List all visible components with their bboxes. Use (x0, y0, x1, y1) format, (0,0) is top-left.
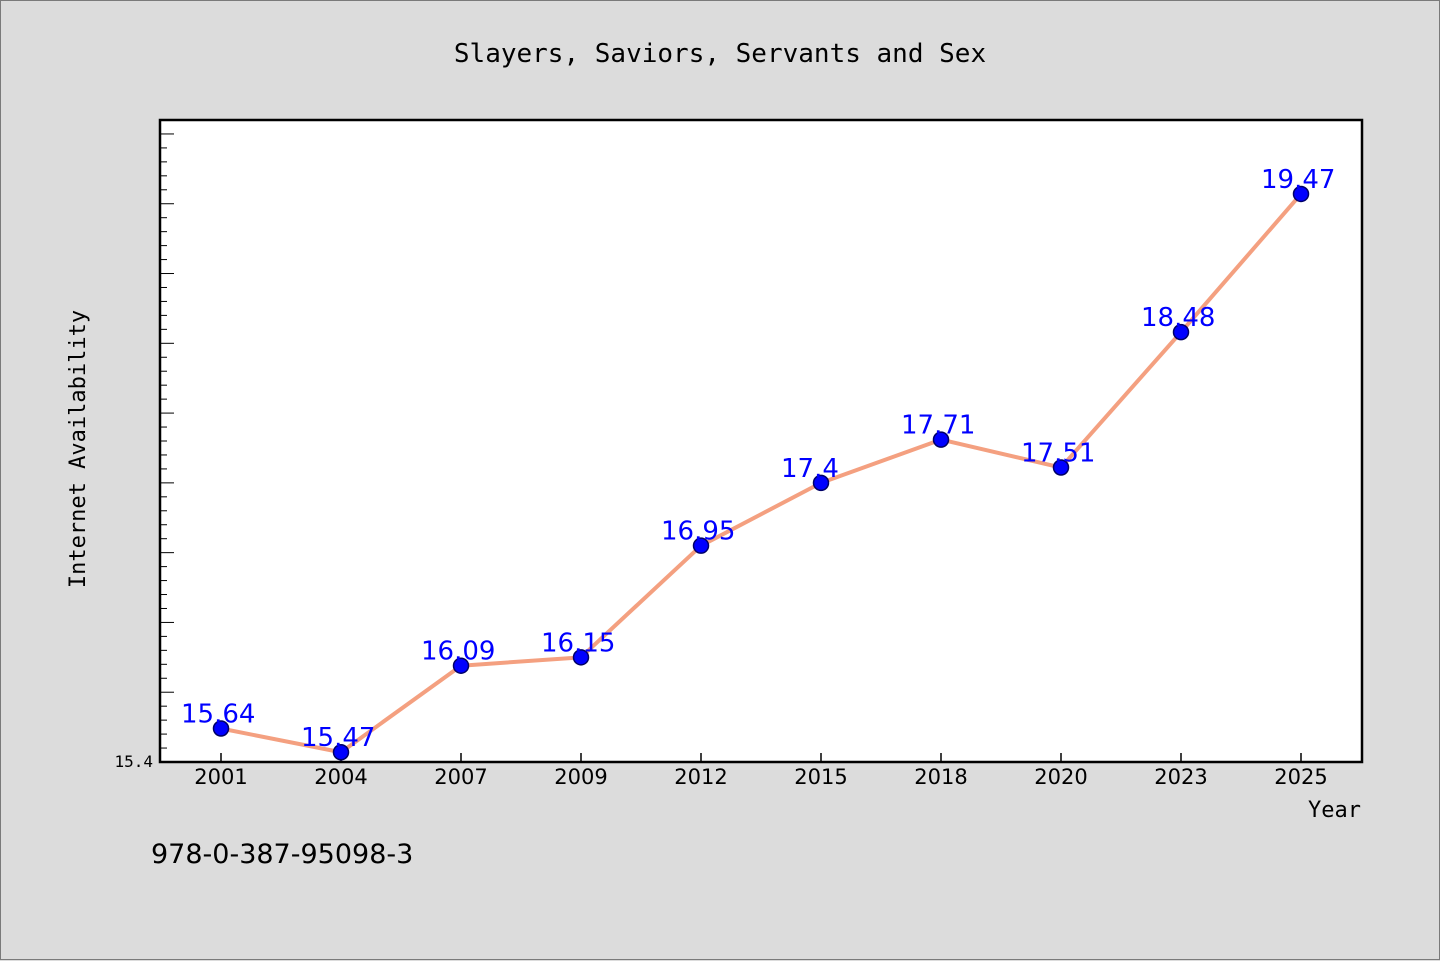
footer-isbn: 978-0-387-95098-3 (151, 839, 413, 870)
data-label-2015: 17.4 (781, 454, 839, 484)
x-tick-label-2001: 2001 (194, 765, 247, 789)
y-axis-label: Internet Availability (66, 310, 91, 588)
data-point-2015 (812, 474, 830, 492)
data-label-2004: 15.47 (301, 723, 375, 753)
data-point-2001 (212, 720, 230, 737)
data-point-2004 (332, 743, 350, 761)
data-point-2012 (692, 537, 710, 554)
x-axis-label: Year (1308, 798, 1361, 823)
x-tick-label-2012: 2012 (674, 765, 727, 789)
x-tick-label-2007: 2007 (434, 765, 487, 789)
data-point-2023 (1172, 323, 1190, 341)
data-label-2009: 16.15 (541, 628, 615, 658)
data-point-2025 (1292, 185, 1310, 203)
series-line (219, 191, 1303, 755)
data-label-2007: 16.09 (421, 637, 495, 667)
data-label-2025: 19.47 (1261, 165, 1335, 195)
x-tick-label-2018: 2018 (914, 765, 967, 789)
x-tick-label-2009: 2009 (554, 765, 607, 789)
data-label-2001: 15.64 (181, 700, 255, 730)
x-axis-ticks (220, 753, 1302, 762)
data-point-2007 (452, 657, 470, 674)
data-label-2018: 17.71 (901, 411, 975, 441)
x-tick-label-2025: 2025 (1274, 765, 1327, 789)
x-tick-label-2023: 2023 (1154, 765, 1207, 789)
data-markers (212, 185, 1310, 761)
plot-area (158, 118, 1364, 764)
x-tick-label-2004: 2004 (314, 765, 367, 789)
series-line-group (219, 191, 1303, 755)
data-point-2020 (1052, 459, 1070, 476)
x-tick-label-2015: 2015 (794, 765, 847, 789)
x-tick-labels: 2001 2004 2007 2009 2012 2015 2018 2020 2023 2025 (194, 765, 1327, 789)
data-point-2018 (932, 431, 950, 448)
y-axis-ticks (160, 119, 174, 763)
chart-title: Slayers, Saviors, Servants and Sex (454, 39, 986, 69)
data-label-2012: 16.95 (661, 517, 735, 547)
data-point-2009 (572, 649, 590, 666)
data-label-2020: 17.51 (1021, 439, 1095, 469)
x-tick-label-2020: 2020 (1034, 765, 1087, 789)
data-labels: 15.64 15.47 16.09 16.15 16.95 17.4 17.71 17.51 1… (181, 165, 1335, 753)
data-label-2023: 18.48 (1141, 303, 1215, 333)
y-tick-label: 15.4 (114, 752, 153, 771)
